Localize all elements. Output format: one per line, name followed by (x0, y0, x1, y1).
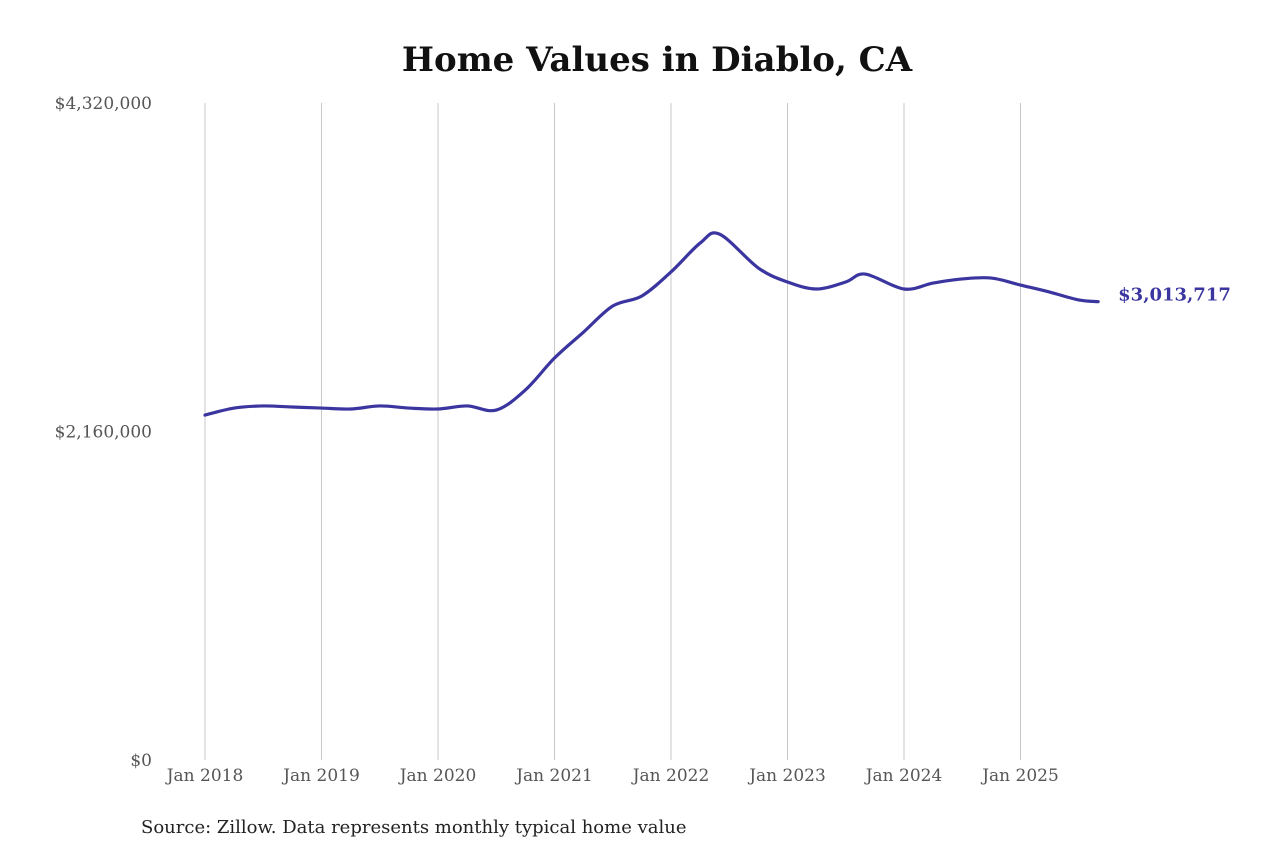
source-note: Source: Zillow. Data represents monthly … (141, 817, 687, 838)
x-tick-label: Jan 2023 (747, 766, 826, 786)
end-value-label: $3,013,717 (1118, 285, 1231, 306)
home-value-line (203, 231, 1100, 417)
x-tick-label: Jan 2022 (631, 766, 710, 786)
x-tick-label: Jan 2024 (864, 766, 943, 786)
y-tick-label: $0 (130, 751, 152, 771)
chart-title: Home Values in Diablo, CA (401, 40, 913, 80)
x-tick-label: Jan 2019 (281, 766, 360, 786)
x-tick-label: Jan 2021 (514, 766, 593, 786)
x-tick-label: Jan 2018 (165, 766, 244, 786)
x-tick-label: Jan 2020 (398, 766, 477, 786)
y-tick-label: $2,160,000 (55, 423, 152, 443)
y-tick-label: $4,320,000 (55, 94, 152, 114)
x-tick-label: Jan 2025 (980, 766, 1059, 786)
